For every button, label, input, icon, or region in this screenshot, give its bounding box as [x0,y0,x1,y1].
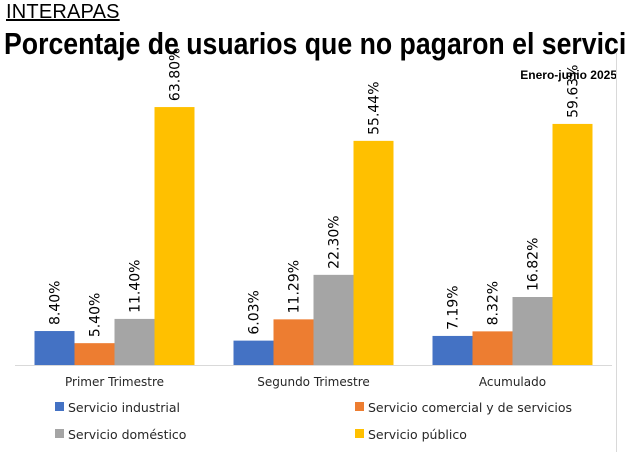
data-label: 8.32% [486,281,502,325]
bar [432,335,473,365]
bar [313,274,354,365]
data-label: 59.63% [566,65,582,118]
bar [273,319,314,365]
data-label: 22.30% [327,215,343,268]
category-label: Segundo Trimestre [257,375,370,389]
legend-swatch [355,429,364,438]
bar [74,343,115,365]
data-label: 8.40% [48,281,64,325]
data-label: 55.44% [367,81,383,134]
legend-label: Servicio público [368,427,467,442]
data-label: 16.82% [526,238,542,291]
brand-label: INTERAPAS [6,1,120,23]
bar [353,140,394,365]
legend-swatch [55,429,64,438]
bar [233,340,274,365]
bar [154,107,195,366]
data-label: 7.19% [446,285,462,329]
legend-label: Servicio comercial y de servicios [368,400,572,415]
bar [114,318,155,365]
legend-swatch [355,402,364,411]
bar [34,331,75,365]
category-label: Acumulado [479,375,546,389]
data-label: 63.80% [168,48,184,101]
data-label: 11.29% [287,260,303,313]
chart-title: Porcentaje de usuarios que no pagaron el… [4,26,627,61]
chart-border [616,52,617,452]
bar [512,296,553,365]
legend-swatch [55,402,64,411]
bar [552,123,593,365]
data-label: 5.40% [88,293,104,337]
legend-label: Servicio doméstico [68,427,186,442]
chart-subtitle: Enero-junio 2025 [520,68,617,82]
data-label: 11.40% [128,260,144,313]
bar [472,331,513,365]
category-label: Primer Trimestre [65,375,164,389]
legend-label: Servicio industrial [68,400,180,415]
data-label: 6.03% [247,290,263,334]
